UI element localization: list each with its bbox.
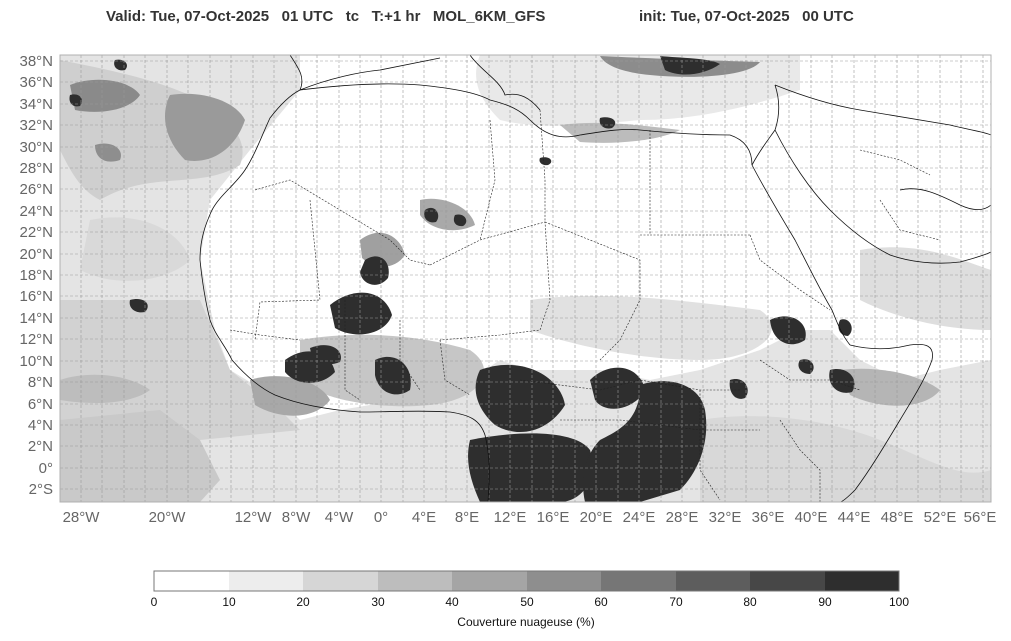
lat-label: 34°N: [19, 96, 53, 113]
lon-label: 12°E: [494, 509, 527, 526]
lon-label: 32°E: [709, 509, 742, 526]
cloud-field: [60, 55, 991, 502]
lat-label: 16°N: [19, 288, 53, 305]
colorbar-segment: [676, 571, 750, 591]
colorbar-segment: [825, 571, 899, 591]
lat-label: 24°N: [19, 203, 53, 220]
lat-label: 10°N: [19, 353, 53, 370]
lat-label: 28°N: [19, 160, 53, 177]
colorbar-segment: [303, 571, 378, 591]
lat-label: 36°N: [19, 74, 53, 91]
lat-label: 6°N: [28, 396, 53, 413]
lat-label: 20°N: [19, 246, 53, 263]
colorbar-segment: [378, 571, 452, 591]
valid-time-title: Valid: Tue, 07-Oct-2025 01 UTC tc T:+1 h…: [106, 8, 546, 25]
colorbar-segment: [527, 571, 601, 591]
lat-label: 12°N: [19, 331, 53, 348]
lon-label: 16°E: [537, 509, 570, 526]
colorbar-segment: [601, 571, 676, 591]
latitude-labels: 38°N 36°N 34°N 32°N 30°N 28°N 26°N 24°N …: [19, 53, 53, 498]
lat-label: 32°N: [19, 117, 53, 134]
colorbar: 0 10 20 30 40 50 60 70 80 90 100 Couvert…: [151, 570, 909, 629]
colorbar-label: Couverture nuageuse (%): [457, 615, 594, 629]
lon-label: 52°E: [924, 509, 957, 526]
header: Valid: Tue, 07-Oct-2025 01 UTC tc T:+1 h…: [0, 8, 1011, 30]
colorbar-tick: 70: [669, 595, 683, 609]
lon-label: 36°E: [752, 509, 785, 526]
lon-label: 28°E: [666, 509, 699, 526]
lat-label: 8°N: [28, 374, 53, 391]
colorbar-tick: 90: [818, 595, 832, 609]
lat-label: 18°N: [19, 267, 53, 284]
deep-convection: [69, 56, 855, 502]
lon-label: 20°E: [580, 509, 613, 526]
lon-label: 48°E: [881, 509, 914, 526]
colorbar-segment: [452, 571, 527, 591]
colorbar-tick: 0: [151, 595, 158, 609]
colorbar-tick: 50: [520, 595, 534, 609]
longitude-labels: 28°W 20°W 12°W 8°W 4°W 0° 4°E 8°E 12°E 1…: [63, 509, 997, 526]
lon-label: 28°W: [63, 509, 101, 526]
lon-label: 40°E: [795, 509, 828, 526]
lon-label: 44°E: [838, 509, 871, 526]
graticule: [60, 55, 991, 502]
lon-label: 20°W: [149, 509, 187, 526]
colorbar-tick: 10: [222, 595, 236, 609]
lon-label: 0°: [374, 509, 388, 526]
colorbar-tick: 60: [594, 595, 608, 609]
lat-label: 2°N: [28, 438, 53, 455]
colorbar-tick: 100: [889, 595, 909, 609]
lon-label: 4°E: [412, 509, 436, 526]
lon-label: 8°E: [455, 509, 479, 526]
lat-label: 14°N: [19, 310, 53, 327]
colorbar-segment: [229, 571, 303, 591]
init-time-title: init: Tue, 07-Oct-2025 00 UTC: [639, 8, 854, 25]
plot-frame: [59, 54, 992, 503]
colorbar-tick: 30: [371, 595, 385, 609]
lat-label: 2°S: [29, 481, 53, 498]
lon-label: 8°W: [282, 509, 311, 526]
lon-label: 4°W: [325, 509, 354, 526]
country-borders: [229, 109, 941, 502]
lat-label: 26°N: [19, 181, 53, 198]
coastlines: [199, 55, 991, 502]
lat-label: 30°N: [19, 139, 53, 156]
lon-label: 24°E: [623, 509, 656, 526]
colorbar-tick: 20: [296, 595, 310, 609]
colorbar-frame: [153, 570, 900, 592]
lon-label: 56°E: [964, 509, 997, 526]
colorbar-segment: [750, 571, 825, 591]
colorbar-segment: [154, 571, 229, 591]
colorbar-tick: 40: [445, 595, 459, 609]
colorbar-tick: 80: [743, 595, 757, 609]
lat-label: 22°N: [19, 224, 53, 241]
lat-label: 38°N: [19, 53, 53, 70]
lon-label: 12°W: [235, 509, 273, 526]
lat-label: 0°: [39, 460, 53, 477]
lat-label: 4°N: [28, 417, 53, 434]
